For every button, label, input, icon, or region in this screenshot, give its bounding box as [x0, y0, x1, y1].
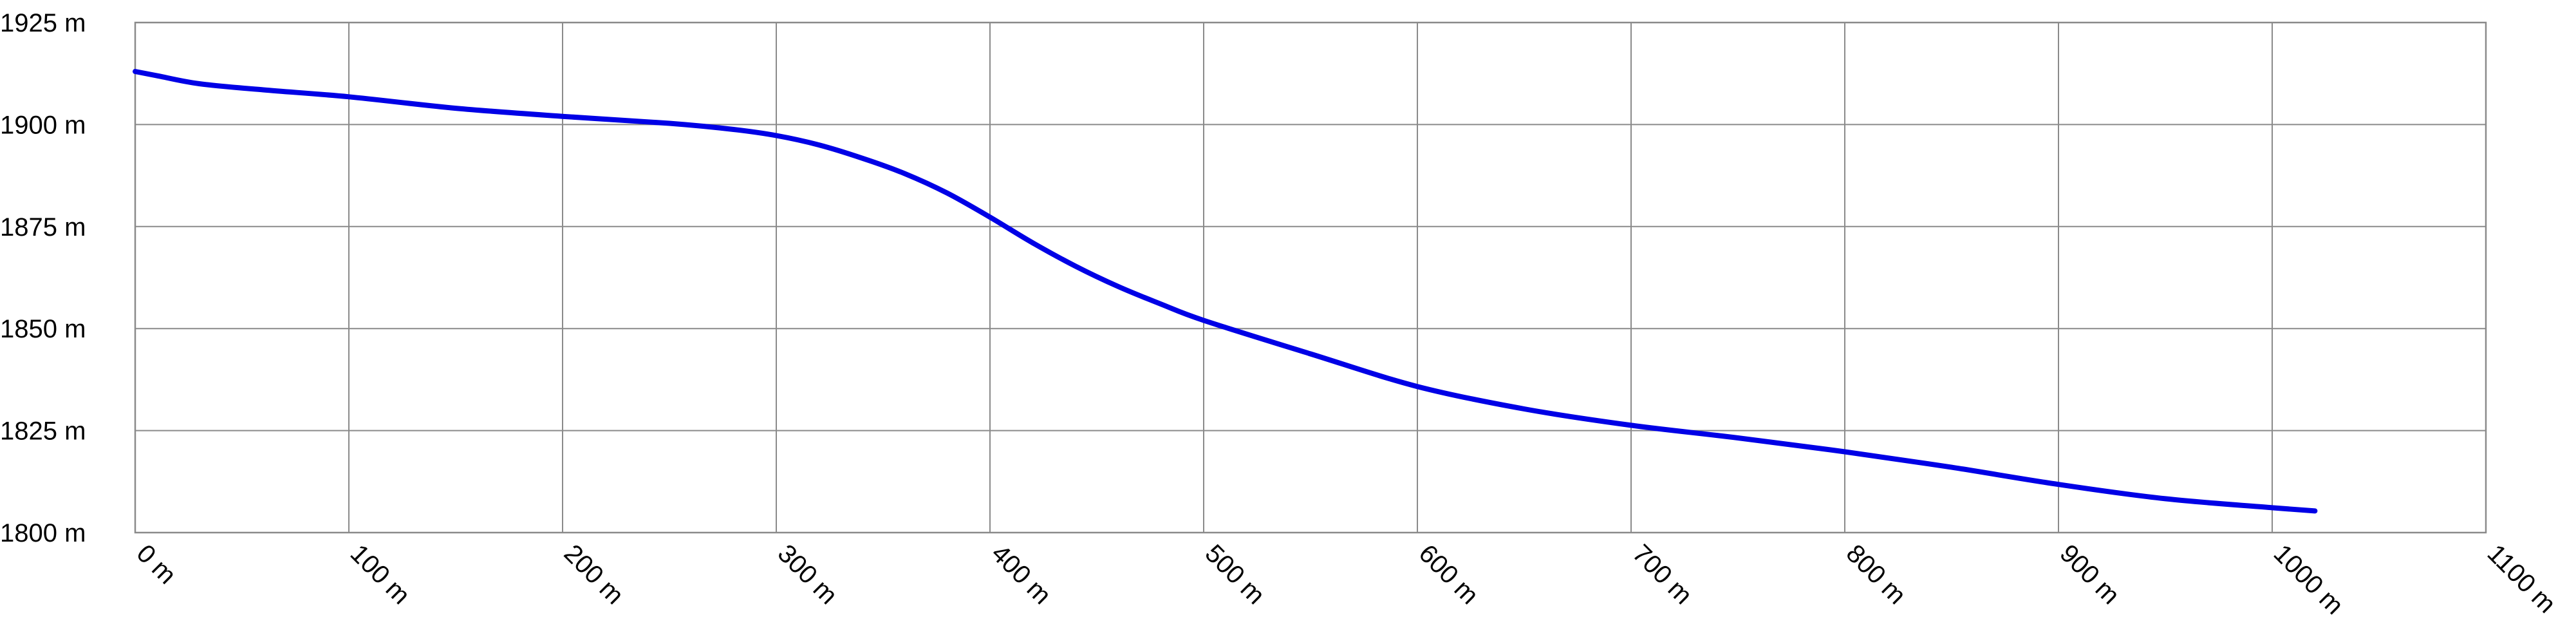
y-tick-label: 1800 m	[0, 519, 86, 547]
y-tick-label: 1875 m	[0, 213, 86, 242]
grid-lines	[134, 21, 2487, 534]
x-tick-label: 1000 m	[2268, 539, 2349, 620]
x-tick-label: 700 m	[1627, 539, 1698, 610]
x-tick-label: 400 m	[986, 539, 1057, 610]
x-tick-label: 1100 m	[2482, 539, 2561, 618]
x-tick-label: 300 m	[772, 539, 843, 610]
x-tick-label: 600 m	[1414, 539, 1484, 610]
y-tick-label: 1825 m	[0, 417, 86, 446]
x-axis-ticks: 0 m 100 m 200 m 300 m 400 m 500 m 600 m 700 m 80…	[131, 539, 2561, 620]
y-axis-ticks: 1925 m 1900 m 1875 m 1850 m 1825 m 1800 m	[0, 9, 86, 547]
elevation-profile-line	[133, 69, 2318, 514]
x-tick-label: 100 m	[345, 539, 416, 610]
y-tick-label: 1925 m	[0, 9, 86, 37]
x-tick-label: 500 m	[1200, 539, 1271, 610]
x-tick-label: 800 m	[1841, 539, 1912, 610]
x-tick-label: 0 m	[131, 539, 182, 589]
y-tick-label: 1850 m	[0, 315, 86, 343]
x-tick-label: 900 m	[2055, 539, 2125, 610]
plot-frame	[134, 21, 2487, 534]
x-tick-label: 200 m	[559, 539, 630, 610]
series-layer	[133, 69, 2318, 514]
y-tick-label: 1900 m	[0, 111, 86, 139]
